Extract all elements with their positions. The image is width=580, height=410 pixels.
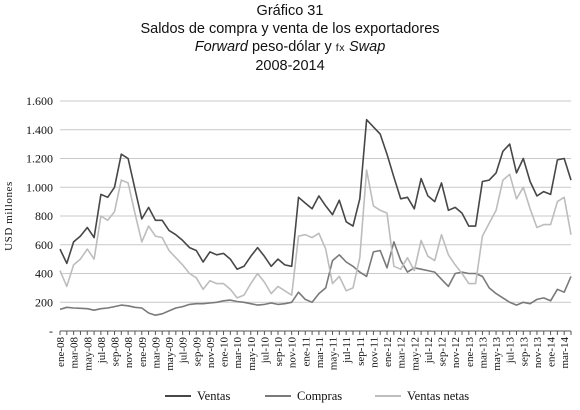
series-line-2: [59, 169, 572, 299]
chart-subtitle: Forward peso-dólar y fx Swap: [0, 38, 580, 57]
x-tick-label: jul-13: [505, 337, 517, 365]
x-tick-label: nov-13: [532, 337, 544, 369]
x-tick-label: sep-13: [518, 337, 530, 367]
x-tick-label: ene-14: [546, 337, 558, 367]
x-tick-label: sep-11: [355, 337, 367, 366]
x-tick-label: sep-08: [110, 337, 122, 367]
y-tick-label: 1.000: [26, 180, 53, 194]
y-tick-label: 800: [35, 209, 53, 223]
x-tick-label: nov-09: [205, 337, 217, 369]
y-axis-label: USD millones: [3, 181, 15, 251]
x-tick-label: mar-13: [477, 337, 489, 369]
y-tick-label: 1.200: [26, 152, 53, 166]
legend-label: Compras: [297, 388, 343, 403]
y-tick-label: 200: [35, 295, 53, 309]
chart-title-block: Gráfico 31 Saldos de compra y venta de l…: [0, 2, 580, 75]
x-tick-label: mar-11: [314, 337, 326, 368]
x-tick-label: nov-11: [368, 337, 380, 368]
x-tick-label: sep-09: [191, 337, 203, 367]
figure-number: Gráfico 31: [256, 3, 324, 19]
series-line-0: [59, 118, 572, 271]
subtitle-swap: Swap: [344, 39, 386, 55]
gridlines: [60, 100, 571, 303]
legend-item: Ventas netas: [375, 386, 469, 406]
x-tick-label: may-08: [82, 337, 94, 371]
x-tick-label: nov-08: [123, 337, 135, 369]
x-tick-label: jul-09: [178, 337, 190, 365]
y-tick-label: 1.600: [26, 94, 53, 108]
x-tick-label: sep-12: [437, 337, 449, 366]
series-line-1: [59, 241, 572, 317]
legend-item: Compras: [265, 386, 342, 406]
x-axis-ticks: ene-08 mar-08 may-08 jul-08 sep-08 nov-08 ene-…: [55, 337, 571, 371]
x-tick-label: mar-14: [559, 337, 571, 369]
legend-swatch: [165, 395, 191, 397]
subtitle-fx: fx: [335, 42, 345, 54]
x-tick-label: sep-10: [273, 337, 285, 367]
legend-label: Ventas netas: [407, 388, 470, 403]
x-tick-label: may-09: [164, 337, 176, 371]
x-tick-label: may-12: [409, 337, 421, 371]
x-tick-label: ene-10: [219, 337, 231, 367]
y-tick-label: 600: [35, 238, 53, 252]
y-tick-label: 1.400: [26, 123, 53, 137]
x-tick-label: ene-13: [464, 337, 476, 367]
x-tick-label: mar-09: [150, 337, 162, 369]
x-tick-label: nov-10: [287, 337, 299, 369]
legend: Ventas Compras Ventas netas: [0, 386, 580, 406]
subtitle-forward: Forward: [194, 39, 248, 55]
x-tick-label: nov-12: [450, 337, 462, 368]
y-tick-label: -: [49, 324, 53, 338]
legend-item: Ventas: [165, 386, 230, 406]
x-tick-label: may-13: [491, 337, 503, 371]
legend-label: Ventas: [197, 388, 231, 403]
x-tick-label: ene-09: [137, 337, 149, 367]
x-tick-label: jul-11: [341, 337, 353, 364]
legend-swatch: [375, 395, 401, 397]
chart-period: 2008-2014: [255, 58, 325, 74]
x-tick-label: may-11: [328, 337, 340, 370]
y-axis-ticks: - 200 400 600 800 1.000 1.200 1.400 1.600: [26, 94, 53, 338]
axes: [59, 330, 572, 335]
x-tick-label: ene-08: [55, 337, 67, 367]
chart-title: Saldos de compra y venta de los exportad…: [140, 21, 440, 37]
x-tick-label: mar-10: [232, 337, 244, 369]
x-tick-label: may-10: [246, 337, 258, 371]
x-tick-label: ene-12: [382, 337, 394, 367]
subtitle-mid: peso-dólar y: [247, 39, 336, 55]
x-tick-label: mar-08: [69, 337, 81, 369]
x-tick-label: ene-11: [300, 337, 312, 367]
line-chart: - 200 400 600 800 1.000 1.200 1.400 1.600 ene-08…: [3, 94, 572, 371]
x-tick-label: jul-08: [96, 337, 108, 365]
x-tick-label: jul-10: [259, 337, 271, 365]
x-tick-label: mar-12: [396, 337, 408, 369]
series-lines: [59, 118, 572, 317]
x-tick-label: jul-12: [423, 337, 435, 364]
legend-swatch: [265, 395, 291, 397]
y-tick-label: 400: [35, 267, 53, 281]
